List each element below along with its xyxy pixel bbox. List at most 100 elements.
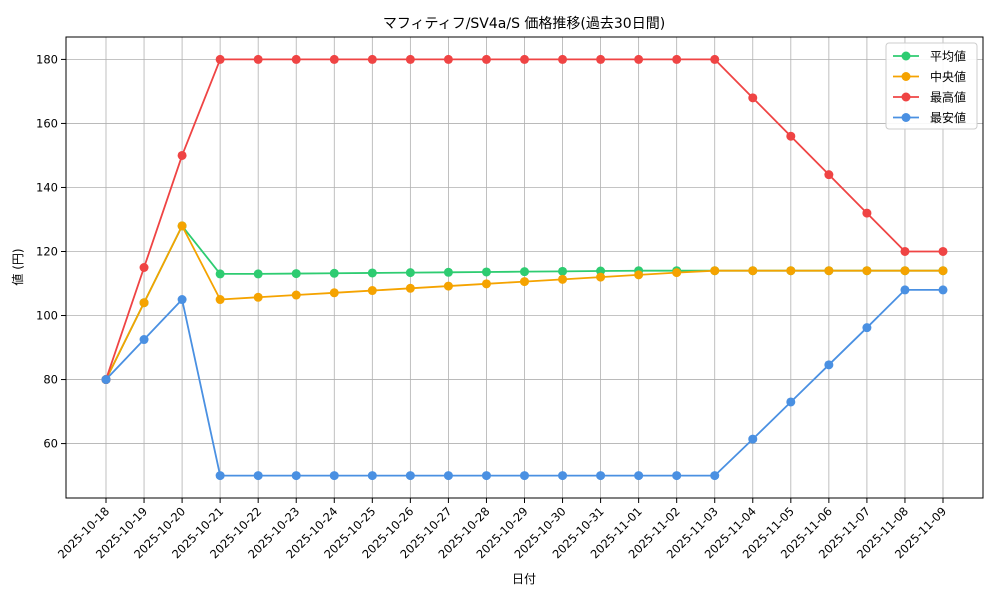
data-point (139, 335, 149, 345)
data-point (938, 266, 948, 276)
y-tick-label: 60 (43, 437, 58, 451)
data-point (291, 269, 301, 279)
data-point (253, 54, 263, 64)
y-tick-label: 80 (43, 373, 58, 387)
series-1 (101, 221, 948, 385)
y-axis-ticks: 60 80 100 120 140 160 180 (36, 52, 66, 451)
data-point (862, 266, 872, 276)
legend-marker (901, 92, 911, 102)
data-point (520, 471, 529, 481)
legend-label: 最高値 (930, 90, 966, 105)
y-tick-label: 160 (36, 116, 58, 130)
data-point (786, 131, 796, 141)
data-point (558, 274, 568, 284)
data-point (405, 283, 415, 293)
data-point (596, 471, 606, 481)
data-point (938, 285, 948, 295)
legend-marker (901, 51, 911, 61)
legend-label: 最安値 (930, 110, 966, 125)
data-point (710, 266, 720, 276)
data-point (367, 471, 377, 481)
data-point (862, 323, 872, 333)
data-point (481, 471, 491, 481)
data-point (558, 54, 568, 64)
data-point (329, 288, 339, 298)
data-point (748, 93, 758, 103)
data-point (215, 471, 225, 481)
data-point (405, 54, 415, 64)
data-point (672, 268, 682, 278)
data-point (824, 170, 834, 180)
data-point (443, 54, 453, 64)
legend-marker (901, 72, 911, 81)
series-3 (101, 285, 948, 481)
x-axis-label: 日付 (512, 572, 536, 586)
data-point (520, 277, 529, 287)
y-axis-label: 値 (円) (10, 248, 25, 285)
data-point (938, 246, 948, 256)
data-point (253, 292, 263, 302)
data-point (443, 267, 453, 277)
data-point (596, 54, 606, 64)
legend-label: 平均値 (930, 49, 966, 64)
y-tick-label: 100 (36, 309, 58, 323)
data-point (253, 471, 263, 481)
data-point (481, 279, 491, 289)
series-layer (101, 54, 948, 481)
data-point (481, 54, 491, 64)
data-point (367, 268, 377, 278)
data-point (177, 150, 187, 160)
data-point (786, 266, 796, 276)
data-point (139, 263, 149, 272)
data-point (329, 471, 339, 481)
data-point (862, 208, 872, 218)
data-point (177, 221, 187, 231)
data-point (139, 298, 149, 308)
data-point (672, 471, 682, 481)
data-point (367, 54, 377, 64)
chart-title: マフィティフ/SV4a/S 価格推移(過去30日間) (383, 16, 665, 32)
data-point (748, 266, 758, 276)
data-point (443, 471, 453, 481)
data-point (291, 471, 301, 481)
data-point (558, 266, 568, 276)
y-tick-label: 140 (36, 180, 58, 194)
data-point (634, 270, 644, 280)
data-point (672, 54, 682, 64)
data-point (748, 434, 758, 444)
data-point (253, 269, 263, 279)
data-point (824, 266, 834, 276)
data-point (558, 471, 568, 481)
y-tick-label: 120 (36, 244, 58, 258)
data-point (786, 397, 796, 407)
data-point (215, 54, 225, 64)
data-point (101, 375, 111, 385)
data-point (900, 285, 910, 295)
data-point (900, 266, 910, 276)
y-tick-label: 180 (36, 52, 58, 66)
data-point (900, 246, 910, 256)
data-point (405, 471, 415, 481)
legend-label: 中央値 (930, 69, 966, 84)
data-point (520, 267, 529, 277)
data-point (177, 295, 187, 305)
legend-marker (901, 113, 911, 122)
data-point (215, 295, 225, 305)
data-point (329, 54, 339, 64)
series-2 (101, 54, 948, 385)
data-point (443, 281, 453, 291)
data-point (329, 268, 339, 278)
data-point (634, 54, 644, 64)
data-point (824, 360, 834, 370)
data-point (215, 269, 225, 279)
data-point (481, 267, 491, 277)
data-point (405, 268, 415, 278)
data-point (634, 471, 644, 481)
data-point (520, 54, 529, 64)
x-axis-ticks: 2025-10-182025-10-192025-10-202025-10-21… (55, 498, 949, 561)
data-point (291, 290, 301, 300)
data-point (710, 54, 720, 64)
